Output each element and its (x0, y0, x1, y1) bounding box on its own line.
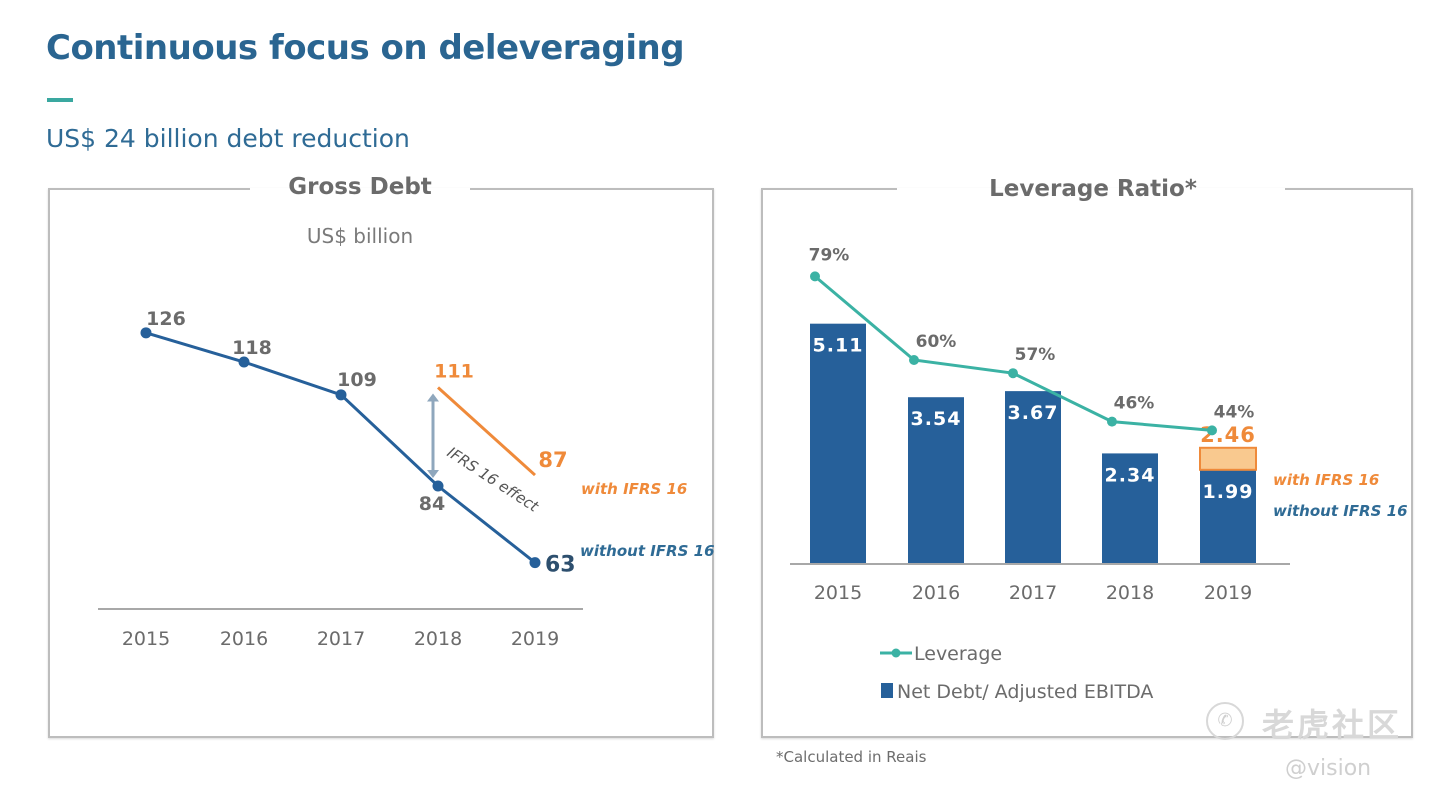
page-subtitle: US$ 24 billion debt reduction (46, 124, 410, 153)
panel-top-border-right (470, 188, 714, 190)
leverage-panel: Leverage Ratio* (761, 176, 1413, 738)
tiger-logo-icon: ✆ (1206, 702, 1244, 740)
watermark-text: 老虎社区 (1262, 706, 1403, 744)
gross-debt-unit: US$ billion (306, 224, 414, 248)
gross-debt-title: Gross Debt (288, 174, 432, 200)
watermark-handle: @vision (1285, 756, 1372, 781)
title-accent-bar (47, 98, 73, 102)
panel-top-border-right (1285, 188, 1413, 190)
footnote: *Calculated in Reais (776, 748, 927, 766)
panel-top-border-left (48, 188, 250, 190)
gross-debt-panel: Gross Debt US$ billion (48, 174, 714, 738)
page-title: Continuous focus on deleveraging (46, 28, 685, 68)
panel-top-border-left (761, 188, 897, 190)
leverage-title: Leverage Ratio* (989, 176, 1197, 202)
